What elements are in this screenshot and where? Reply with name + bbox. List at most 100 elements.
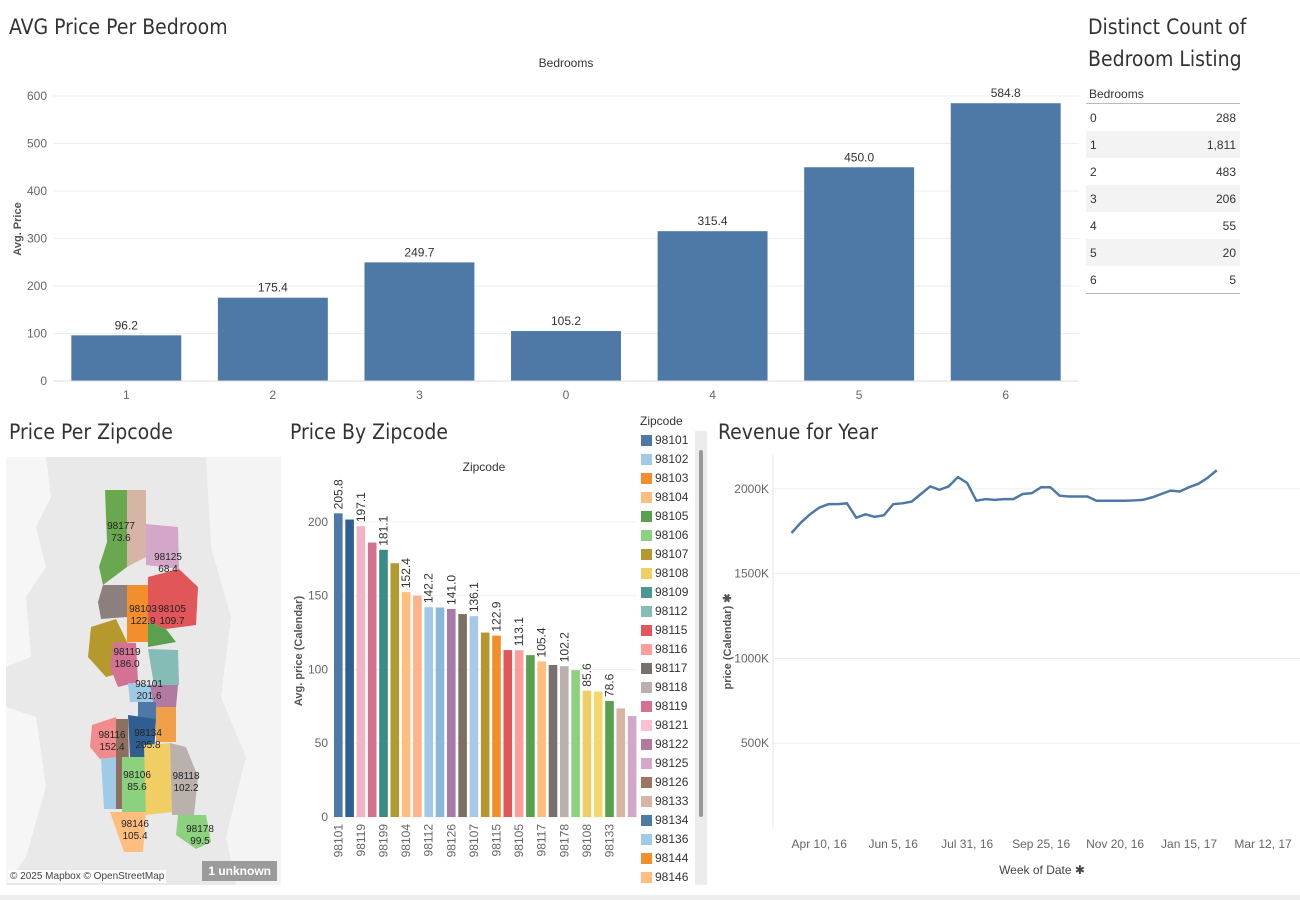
legend-swatch — [641, 435, 652, 446]
zip-bar — [435, 607, 445, 817]
map-title: Price Per Zipcode — [9, 420, 173, 444]
zip-98119-area[interactable] — [110, 642, 138, 687]
map-label-zip: 98103 — [129, 604, 157, 615]
zip-98112-area[interactable] — [148, 649, 179, 685]
zip-y-tick: 50 — [315, 736, 329, 750]
map-label: 98116 152.4 — [98, 730, 125, 754]
map-label-value: 102.2 — [173, 783, 199, 794]
zip-x-tick: 98178 — [557, 824, 571, 858]
zip-x-tick: 98105 — [512, 824, 526, 858]
zip-98109-area[interactable] — [128, 683, 156, 702]
table-cell-bedrooms: 4 — [1090, 219, 1097, 233]
legend-swatch — [641, 853, 652, 864]
table-row[interactable]: 1 1,811 — [1086, 131, 1240, 158]
zip-bar — [605, 701, 614, 817]
legend-label: 98134 — [655, 813, 689, 827]
table-row[interactable]: 4 55 — [1086, 212, 1240, 239]
table-row[interactable]: 0 288 — [1086, 104, 1240, 131]
bedroom-bar — [217, 297, 328, 381]
zip-98105-area[interactable] — [148, 622, 176, 647]
zip-bar-label: 197.1 — [354, 492, 368, 522]
bottom-tab-strip[interactable] — [0, 895, 1300, 900]
map-attribution[interactable]: © 2025 Mapbox © OpenStreetMap — [8, 870, 167, 883]
table-row[interactable]: 2 483 — [1086, 158, 1240, 185]
legend-list[interactable]: 98101 98102 98103 98104 98105 98106 98107 98108… — [639, 432, 695, 888]
map-label: 98119 186.0 — [113, 647, 140, 671]
zip-bar — [345, 519, 354, 817]
map-label-zip: 98101 — [135, 679, 163, 690]
zip-bar — [571, 670, 580, 817]
bedroom-bar-chart[interactable]: Bedrooms Avg. Price 0 100 200 300 400 500 600 96.… — [0, 50, 1085, 410]
legend-scrollbar-track[interactable] — [695, 431, 707, 885]
map-label-value: 205.8 — [135, 740, 161, 751]
zip-y-tick: 100 — [308, 662, 328, 676]
zip-bar — [469, 616, 479, 817]
map-label-zip: 98105 — [158, 604, 186, 615]
zip-98116-area[interactable] — [90, 717, 120, 759]
zip-bar-chart[interactable]: Zipcode Avg. price (Calendar) 0 50 100 150 200… — [288, 450, 638, 885]
bedroom-bar-label: 175.4 — [258, 281, 288, 295]
zip-legend[interactable]: Zipcode 98101 98102 98103 98104 98105 98106 98… — [639, 413, 709, 888]
zip-98125-area[interactable] — [146, 524, 179, 569]
legend-swatch — [641, 625, 652, 636]
zip-98118-area[interactable] — [170, 743, 198, 815]
legend-swatch — [641, 473, 652, 484]
legend-swatch — [641, 682, 652, 693]
zip-bar — [616, 708, 626, 817]
revenue-x-tick: Mar 12, 17 — [1234, 837, 1292, 851]
map-label-value: 152.4 — [99, 742, 125, 753]
revenue-x-axis-title: Week of Date ✱ — [999, 863, 1085, 877]
zip-98106-area[interactable] — [122, 757, 146, 812]
zip-chart-title: Price By Zipcode — [290, 420, 448, 444]
zip-bar — [514, 650, 524, 817]
map-label-value: 73.6 — [111, 533, 131, 544]
legend-swatch — [641, 777, 652, 788]
distinct-count-title-line2: Bedroom Listing — [1088, 47, 1242, 71]
unknown-badge[interactable]: 1 unknown — [202, 861, 277, 881]
zip-bar — [447, 608, 456, 817]
revenue-series-line — [790, 469, 1218, 534]
bedroom-y-tick: 0 — [40, 374, 47, 388]
zip-98146-area[interactable] — [110, 812, 146, 852]
zip-x-tick: 98119 — [354, 824, 368, 857]
zip-98144-area[interactable] — [156, 707, 176, 742]
zip-98107-area[interactable] — [98, 585, 127, 619]
zip-x-tick: 98126 — [444, 824, 458, 858]
revenue-x-tick: Jul 31, 16 — [941, 837, 993, 851]
legend-label: 98144 — [655, 851, 689, 865]
bedroom-y-axis-title: Avg. Price — [12, 202, 24, 255]
zip-bar — [593, 691, 603, 817]
zip-98133-area[interactable] — [127, 490, 146, 567]
zipcode-map[interactable]: 98177 73.6 98125 68.4 98103 122.9 98105 109.7 98… — [6, 457, 281, 885]
zip-bar-label: 122.9 — [490, 601, 504, 631]
map-label-zip: 98119 — [113, 647, 141, 658]
zip-bar-label: 181.1 — [377, 515, 391, 545]
zip-98108-area[interactable] — [144, 743, 172, 815]
table-row[interactable]: 3 206 — [1086, 185, 1240, 212]
zip-98177-area[interactable] — [99, 490, 127, 585]
legend-scrollbar-thumb[interactable] — [699, 450, 703, 817]
zip-98122-area[interactable] — [150, 685, 178, 707]
zip-y-tick: 150 — [308, 589, 328, 603]
zip-bar-label: 105.4 — [535, 627, 549, 657]
zip-98101-area[interactable] — [138, 702, 156, 719]
map-canvas[interactable] — [6, 457, 281, 885]
zip-98103-area[interactable] — [127, 585, 148, 642]
land-shape-east — [206, 457, 281, 885]
zip-98115-area[interactable] — [148, 569, 198, 629]
legend-label: 98119 — [655, 699, 688, 713]
zip-x-tick: 98104 — [399, 824, 413, 858]
table-cell-bedrooms: 0 — [1090, 111, 1097, 125]
map-label-value: 99.5 — [190, 836, 210, 847]
zip-x-tick: 98199 — [377, 824, 391, 858]
revenue-line-chart[interactable]: 500K 1000K 1500K 2000K price (Calendar) ✱ Apr… — [715, 450, 1300, 885]
table-row[interactable]: 5 20 — [1086, 239, 1240, 266]
zip-98178-area[interactable] — [176, 815, 211, 849]
map-label-value: 105.4 — [122, 831, 148, 842]
zip-98136-area[interactable] — [101, 757, 116, 809]
legend-swatch — [641, 644, 652, 655]
table-cell-count: 20 — [1222, 246, 1236, 260]
legend-swatch — [641, 511, 652, 522]
map-label: 98103 122.9 — [129, 604, 157, 628]
